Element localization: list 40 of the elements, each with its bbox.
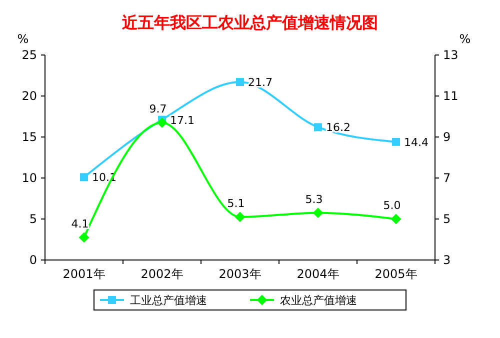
point <box>156 117 168 128</box>
legend-label: 农业总产值增速 <box>280 294 357 307</box>
y-tick-label: 10 <box>22 171 37 185</box>
y-tick-label: 20 <box>22 89 37 103</box>
y2-tick-label: 9 <box>443 130 451 144</box>
point <box>390 214 402 224</box>
x-tick-label: 2005年 <box>374 267 418 281</box>
y2-tick-label: 13 <box>443 48 458 62</box>
data-label: 21.7 <box>248 76 272 90</box>
y2-tick-label: 5 <box>443 212 451 226</box>
point <box>314 123 322 132</box>
x-tick-label: 2002年 <box>140 267 184 281</box>
data-label: 14.4 <box>404 136 428 149</box>
legend-label: 工业总产值增速 <box>130 294 207 307</box>
y2-tick-label: 11 <box>443 89 458 103</box>
chart-title: 近五年我区工农业总产值增速情况图 <box>121 13 378 32</box>
x-tick-label: 2003年 <box>218 267 262 281</box>
point <box>78 232 90 243</box>
x-tick-label: 2001年 <box>62 267 106 281</box>
y2-axis-title: % <box>459 32 471 46</box>
data-label: 4.1 <box>71 217 89 230</box>
point <box>80 173 88 182</box>
y-tick-label: 0 <box>29 253 37 267</box>
y2-tick-label: 7 <box>443 171 451 185</box>
data-label: 5.1 <box>227 196 245 210</box>
y-tick-label: 15 <box>22 130 37 144</box>
data-label: 5.0 <box>383 199 401 212</box>
point <box>312 208 324 218</box>
data-label: 5.3 <box>305 192 323 206</box>
point <box>392 138 400 146</box>
data-label: 16.2 <box>326 121 350 134</box>
y-tick-label: 5 <box>29 212 37 226</box>
point <box>234 212 246 222</box>
data-label: 9.7 <box>149 102 167 116</box>
x-tick-label: 2004年 <box>296 267 340 281</box>
point <box>236 78 244 86</box>
y2-tick-label: 3 <box>443 253 451 267</box>
data-label: 17.1 <box>170 114 194 127</box>
y-tick-label: 25 <box>22 48 37 62</box>
y-axis-title: % <box>17 32 29 46</box>
